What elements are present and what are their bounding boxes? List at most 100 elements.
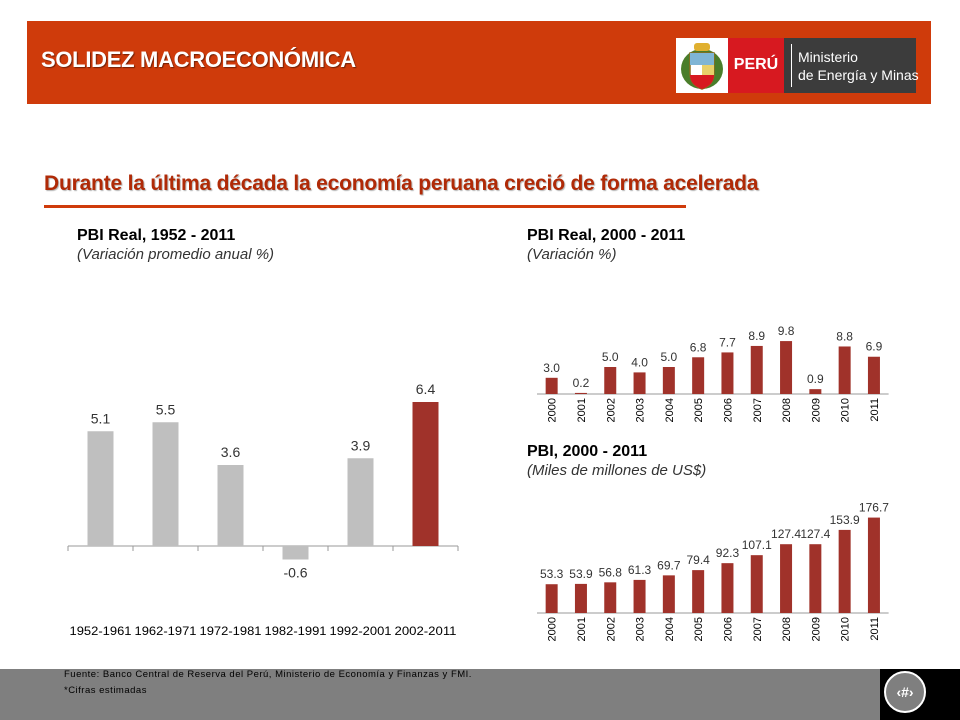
chart2-title: PBI Real, 2000 - 2011 bbox=[527, 227, 686, 244]
chart2-bar bbox=[809, 389, 822, 394]
chart2-value-label: 6.8 bbox=[690, 340, 707, 354]
chart1-category-label: 2002-2011 bbox=[395, 624, 457, 638]
chart2-bar bbox=[574, 392, 587, 394]
chart1-value-label: 6.4 bbox=[416, 381, 436, 397]
chart1-bar bbox=[217, 465, 244, 546]
chart2-bar bbox=[662, 367, 675, 394]
chart2-category-label: 2000 bbox=[547, 398, 559, 422]
chart2-bar bbox=[545, 377, 558, 394]
page-number: ‹#› bbox=[884, 671, 926, 713]
chart2-bar bbox=[750, 345, 763, 394]
logo-ministry-line2: de Energía y Minas bbox=[798, 67, 919, 83]
chart2-bar bbox=[721, 352, 734, 394]
chart1-subtitle: (Variación promedio anual %) bbox=[77, 246, 275, 263]
chart3-bar bbox=[780, 544, 793, 613]
chart2-category-label: 2009 bbox=[810, 398, 822, 422]
chart3-value-label: 127.4 bbox=[771, 527, 801, 541]
chart1-category-label: 1982-1991 bbox=[265, 624, 327, 638]
chart2-value-label: 9.8 bbox=[778, 324, 795, 338]
chart2-category-label: 2001 bbox=[576, 398, 588, 422]
chart3-bar bbox=[604, 582, 617, 613]
chart3-title: PBI, 2000 - 2011 bbox=[527, 443, 648, 460]
chart3-bar bbox=[838, 529, 851, 613]
chart2-category-label: 2011 bbox=[869, 398, 881, 422]
chart3-category-label: 2011 bbox=[869, 617, 881, 641]
chart3-category-label: 2000 bbox=[547, 617, 559, 641]
chart1-category-label: 1962-1971 bbox=[135, 624, 197, 638]
chart1-plot: 5.1 1952-1961 5.5 1962-1971 3.6 1972-1981 -0.6… bbox=[67, 381, 459, 638]
chart1-category-label: 1972-1981 bbox=[200, 624, 262, 638]
chart2-value-label: 8.8 bbox=[836, 329, 853, 343]
chart2-category-label: 2005 bbox=[693, 398, 705, 422]
chart3-bar bbox=[721, 563, 734, 613]
chart3-bar bbox=[662, 575, 675, 613]
chart1-category-label: 1992-2001 bbox=[330, 624, 392, 638]
chart1-value-label: 3.6 bbox=[221, 444, 241, 460]
chart3-bar bbox=[633, 579, 646, 613]
chart3-value-label: 92.3 bbox=[716, 546, 740, 560]
chart2-value-label: 0.9 bbox=[807, 372, 824, 386]
chart3-category-label: 2009 bbox=[810, 617, 822, 641]
chart3-category-label: 2010 bbox=[840, 617, 852, 641]
chart3-value-label: 107.1 bbox=[742, 538, 772, 552]
chart2-category-label: 2004 bbox=[664, 398, 676, 422]
chart1-value-label: 3.9 bbox=[351, 437, 371, 453]
chart3-subtitle: (Miles de millones de US$) bbox=[527, 462, 707, 479]
chart3-category-label: 2004 bbox=[664, 617, 676, 641]
chart3-value-label: 56.8 bbox=[599, 565, 623, 579]
logo-country-block: PERÚ bbox=[728, 38, 784, 93]
chart3-bar bbox=[545, 584, 558, 613]
chart3-value-label: 53.9 bbox=[569, 567, 593, 581]
chart2-value-label: 8.9 bbox=[748, 329, 765, 343]
chart2-category-label: 2010 bbox=[840, 398, 852, 422]
logo-ministry-line1: Ministerio bbox=[798, 49, 858, 65]
chart2-value-label: 0.2 bbox=[573, 376, 590, 390]
chart2-value-label: 7.7 bbox=[719, 335, 736, 349]
chart1-bar bbox=[152, 422, 179, 546]
chart3-category-label: 2003 bbox=[635, 617, 647, 641]
chart2-category-label: 2008 bbox=[781, 398, 793, 422]
footer-band bbox=[0, 669, 960, 720]
chart3-category-label: 2001 bbox=[576, 617, 588, 641]
logo-country-text: PERÚ bbox=[733, 56, 779, 73]
chart3-bar bbox=[692, 570, 705, 613]
slide-title: SOLIDEZ MACROECONÓMICA bbox=[41, 47, 356, 72]
chart3-value-label: 176.7 bbox=[859, 501, 889, 515]
chart3-bar bbox=[867, 517, 880, 613]
chart3-category-label: 2005 bbox=[693, 617, 705, 641]
chart2-value-label: 3.0 bbox=[543, 361, 560, 375]
chart1-value-label: 5.1 bbox=[91, 410, 111, 426]
chart3-value-label: 127.4 bbox=[800, 527, 830, 541]
footer-note: *Cifras estimadas bbox=[64, 685, 147, 696]
chart1-value-label: 5.5 bbox=[156, 401, 176, 417]
chart2-value-label: 4.0 bbox=[631, 355, 648, 369]
chart2-category-label: 2003 bbox=[635, 398, 647, 422]
chart3-value-label: 79.4 bbox=[686, 553, 710, 567]
chart2-bar bbox=[838, 346, 851, 394]
chart3-bar bbox=[809, 544, 822, 613]
footer-source: Fuente: Banco Central de Reserva del Per… bbox=[64, 669, 472, 680]
chart2-bar bbox=[867, 356, 880, 394]
chart1-bar bbox=[347, 458, 374, 546]
logo-divider bbox=[791, 44, 792, 87]
chart2-bar bbox=[692, 357, 705, 394]
coat-of-arms-icon bbox=[681, 43, 723, 90]
chart2-subtitle: (Variación %) bbox=[527, 246, 617, 263]
chart2-value-label: 5.0 bbox=[661, 350, 678, 364]
ministry-logo: PERÚ Ministerio de Energía y Minas bbox=[676, 38, 919, 93]
chart2-category-label: 2007 bbox=[752, 398, 764, 422]
chart1-category-label: 1952-1961 bbox=[70, 624, 132, 638]
chart2-bar bbox=[633, 372, 646, 394]
chart1-bar bbox=[282, 546, 309, 560]
chart1-value-label: -0.6 bbox=[283, 565, 307, 581]
logo-ministry-block: Ministerio de Energía y Minas bbox=[784, 38, 919, 93]
chart3-bar bbox=[574, 583, 587, 613]
chart3-category-label: 2002 bbox=[605, 617, 617, 641]
chart2-category-label: 2006 bbox=[722, 398, 734, 422]
chart1-bar bbox=[412, 402, 439, 546]
chart3-category-label: 2008 bbox=[781, 617, 793, 641]
chart1-title: PBI Real, 1952 - 2011 bbox=[77, 227, 236, 244]
chart3-bar bbox=[750, 555, 763, 613]
chart2-bar bbox=[604, 367, 617, 394]
chart3-category-label: 2006 bbox=[722, 617, 734, 641]
